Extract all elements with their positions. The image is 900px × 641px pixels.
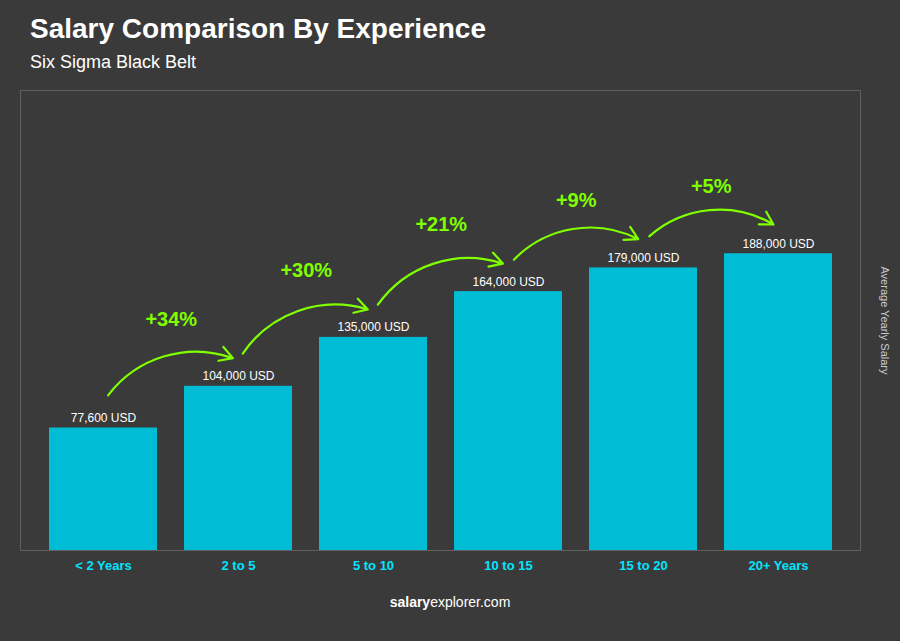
svg-text:+34%: +34% (145, 308, 197, 330)
svg-text:20+ Years: 20+ Years (748, 558, 808, 573)
svg-text:135,000 USD: 135,000 USD (337, 320, 409, 334)
svg-text:Average Yearly Salary: Average Yearly Salary (879, 266, 891, 375)
html-text:Six Sigma Black Belt: Six Sigma Black Belt (30, 52, 197, 72)
html-text:Salary Comparison By Experienc: Salary Comparison By Experience (30, 13, 486, 44)
html-text:salary explorer.com: salary explorer.com (389, 594, 511, 610)
svg-text:+30%: +30% (280, 259, 332, 281)
svg-text:179,000 USD: 179,000 USD (607, 251, 679, 265)
svg-text:5 to 10: 5 to 10 (353, 558, 394, 573)
svg-text:15 to 20: 15 to 20 (619, 558, 667, 573)
svg-text:77,600 USD: 77,600 USD (71, 411, 137, 425)
svg-text:164,000 USD: 164,000 USD (472, 275, 544, 289)
svg-text:104,000 USD: 104,000 USD (202, 369, 274, 383)
svg-text:+5%: +5% (691, 175, 732, 197)
svg-text:2 to 5: 2 to 5 (222, 558, 256, 573)
svg-text:188,000 USD: 188,000 USD (742, 237, 814, 251)
svg-text:+21%: +21% (415, 213, 467, 235)
svg-text:+9%: +9% (556, 189, 597, 211)
svg-text:10 to 15: 10 to 15 (484, 558, 532, 573)
svg-text:< 2 Years: < 2 Years (75, 558, 132, 573)
